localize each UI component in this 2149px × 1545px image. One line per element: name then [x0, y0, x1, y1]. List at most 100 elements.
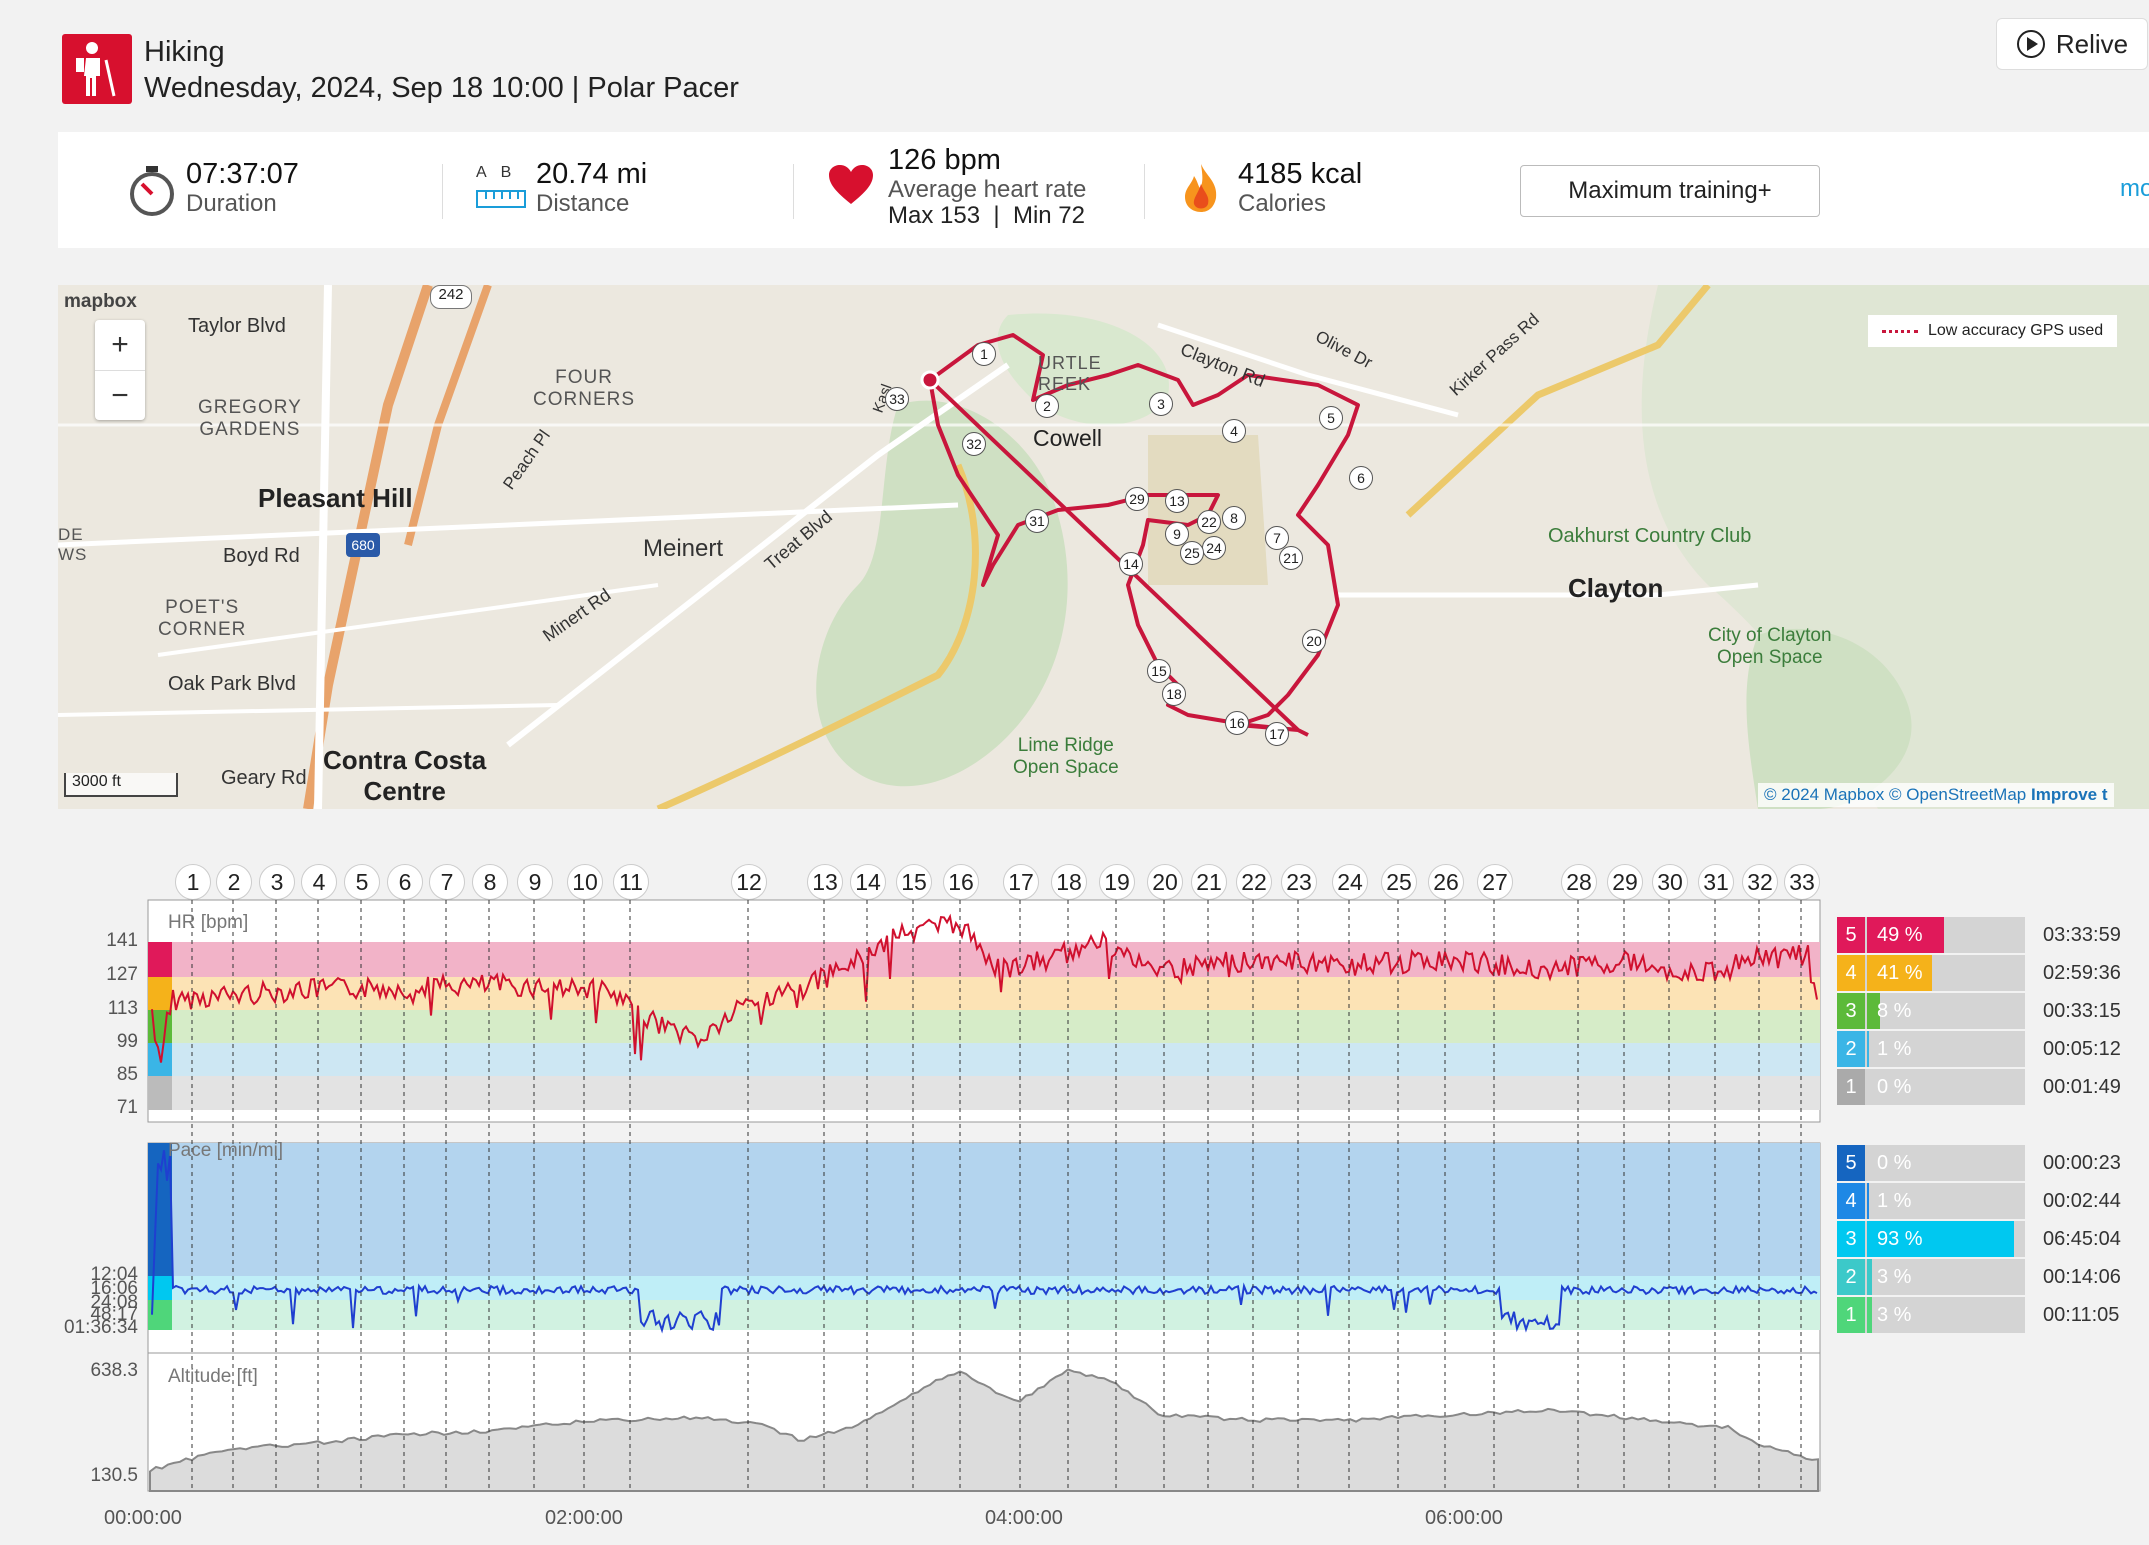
map-lap-2[interactable]: 2	[1035, 394, 1059, 418]
map-lap-6[interactable]: 6	[1349, 466, 1373, 490]
lap-marker-33[interactable]: 33	[1784, 864, 1820, 900]
ab-icon: AB	[476, 164, 526, 181]
mapbox-logo: mapbox	[64, 291, 137, 312]
lap-marker-4[interactable]: 4	[301, 864, 337, 900]
map-lap-15[interactable]: 15	[1147, 659, 1171, 683]
altitude-area	[149, 1368, 1819, 1492]
pace-zone-2-bar: 2 3 %	[1837, 1259, 2025, 1295]
map-lap-17[interactable]: 17	[1265, 722, 1289, 746]
hr-zone-time: 02:59:36	[2043, 962, 2121, 984]
map-lap-13[interactable]: 13	[1165, 489, 1189, 513]
map-lap-24[interactable]: 24	[1202, 536, 1226, 560]
lap-marker-5[interactable]: 5	[344, 864, 380, 900]
map-label-de: DE WS	[58, 525, 88, 564]
lap-marker-21[interactable]: 21	[1191, 864, 1227, 900]
map-lap-8[interactable]: 8	[1222, 506, 1246, 530]
map-label-poets-corner: POET'S CORNER	[158, 597, 247, 640]
hr-zone-time: 00:01:49	[2043, 1076, 2121, 1098]
map-lap-7[interactable]: 7	[1265, 526, 1289, 550]
duration-value: 07:37:07	[186, 158, 299, 190]
map-lap-25[interactable]: 25	[1180, 541, 1204, 565]
hr-zone-fill	[1867, 993, 1880, 1029]
lap-marker-18[interactable]: 18	[1051, 864, 1087, 900]
hr-zone-time: 00:05:12	[2043, 1038, 2121, 1060]
map-lap-16[interactable]: 16	[1225, 711, 1249, 735]
map-lap-3[interactable]: 3	[1149, 392, 1173, 416]
pace-chart-title: Pace [min/mi]	[168, 1140, 284, 1161]
sport-name: Hiking	[144, 36, 225, 68]
map-lap-32[interactable]: 32	[962, 432, 986, 456]
hr-zone-3-bar: 3 8 %	[1837, 993, 2025, 1029]
zoom-out-button[interactable]: −	[95, 370, 145, 421]
map-lap-21[interactable]: 21	[1279, 546, 1303, 570]
lap-marker-30[interactable]: 30	[1652, 864, 1688, 900]
altitude-chart-title: Altitude [ft]	[168, 1366, 258, 1387]
hr-zone4-band	[148, 977, 1820, 1010]
lap-marker-10[interactable]: 10	[567, 864, 603, 900]
pace-zone-time: 00:00:23	[2043, 1152, 2121, 1174]
pace-zone-percent: 3 %	[1877, 1266, 1912, 1288]
lap-marker-2[interactable]: 2	[216, 864, 252, 900]
pace-zone-percent: 93 %	[1877, 1228, 1923, 1250]
map-lap-4[interactable]: 4	[1222, 419, 1246, 443]
pace-zone-1-bar: 1 3 %	[1837, 1297, 2025, 1333]
hr-zone-number: 3	[1837, 993, 1865, 1029]
training-benefit-button[interactable]: Maximum training+	[1520, 165, 1820, 217]
lap-marker-27[interactable]: 27	[1477, 864, 1513, 900]
heart-icon	[829, 165, 873, 204]
hr-zone-percent: 41 %	[1877, 962, 1923, 984]
map-lap-14[interactable]: 14	[1119, 552, 1143, 576]
lap-marker-26[interactable]: 26	[1428, 864, 1464, 900]
map-lap-18[interactable]: 18	[1162, 682, 1186, 706]
lap-marker-3[interactable]: 3	[259, 864, 295, 900]
relive-button[interactable]: Relive	[1996, 18, 2148, 70]
ruler-icon	[476, 190, 526, 208]
pace-zone-number: 3	[1837, 1221, 1865, 1257]
lap-marker-19[interactable]: 19	[1099, 864, 1135, 900]
altitude-tick-1: 130.5	[90, 1465, 138, 1486]
map-label-oakhurst: Oakhurst Country Club	[1548, 525, 1752, 547]
zoom-control[interactable]: + −	[95, 320, 145, 420]
map-label-clayton: Clayton	[1568, 573, 1664, 603]
map-lap-31[interactable]: 31	[1025, 509, 1049, 533]
more-link[interactable]: mo	[2120, 175, 2149, 202]
lap-marker-28[interactable]: 28	[1561, 864, 1597, 900]
lap-marker-13[interactable]: 13	[807, 864, 843, 900]
gps-legend: Low accuracy GPS used	[1868, 315, 2118, 347]
lap-marker-12[interactable]: 12	[731, 864, 767, 900]
map-lap-33[interactable]: 33	[885, 387, 909, 411]
gps-legend-label: Low accuracy GPS used	[1928, 322, 2104, 339]
map-lap-20[interactable]: 20	[1302, 629, 1326, 653]
time-axis-label-3: 06:00:00	[1425, 1507, 1503, 1529]
hr-series-line	[151, 913, 1818, 1063]
route-map[interactable]: Taylor Blvd GREGORY GARDENS FOUR CORNERS…	[58, 285, 2149, 809]
lap-marker-22[interactable]: 22	[1236, 864, 1272, 900]
map-attribution: © 2024 Mapbox © OpenStreetMap Improve t	[1758, 783, 2114, 807]
lap-marker-16[interactable]: 16	[943, 864, 979, 900]
zoom-in-button[interactable]: +	[111, 328, 129, 361]
hr-tick-1: 127	[106, 964, 138, 985]
pace-zone-5-bar: 5 0 %	[1837, 1145, 2025, 1181]
lap-marker-20[interactable]: 20	[1147, 864, 1183, 900]
pace-tick-4: 01:36:34	[64, 1317, 138, 1338]
lap-marker-6[interactable]: 6	[387, 864, 423, 900]
map-lap-5[interactable]: 5	[1319, 406, 1343, 430]
lap-marker-9[interactable]: 9	[517, 864, 553, 900]
map-lap-1[interactable]: 1	[972, 342, 996, 366]
lap-marker-7[interactable]: 7	[429, 864, 465, 900]
map-lap-22[interactable]: 22	[1197, 510, 1221, 534]
lap-marker-23[interactable]: 23	[1281, 864, 1317, 900]
map-lap-29[interactable]: 29	[1125, 487, 1149, 511]
lap-marker-14[interactable]: 14	[850, 864, 886, 900]
lap-marker-32[interactable]: 32	[1742, 864, 1778, 900]
hr-zone-percent: 1 %	[1877, 1038, 1912, 1060]
lap-marker-8[interactable]: 8	[472, 864, 508, 900]
map-label-city-clayton: City of Clayton Open Space	[1708, 625, 1832, 668]
lap-marker-29[interactable]: 29	[1607, 864, 1643, 900]
lap-marker-24[interactable]: 24	[1332, 864, 1368, 900]
hr-zone-fill	[1867, 1031, 1869, 1067]
map-scale: 3000 ft	[64, 773, 178, 797]
map-label-oak-park: Oak Park Blvd	[168, 673, 296, 695]
map-label-four-corners: FOUR CORNERS	[533, 367, 636, 410]
lap-marker-31[interactable]: 31	[1698, 864, 1734, 900]
